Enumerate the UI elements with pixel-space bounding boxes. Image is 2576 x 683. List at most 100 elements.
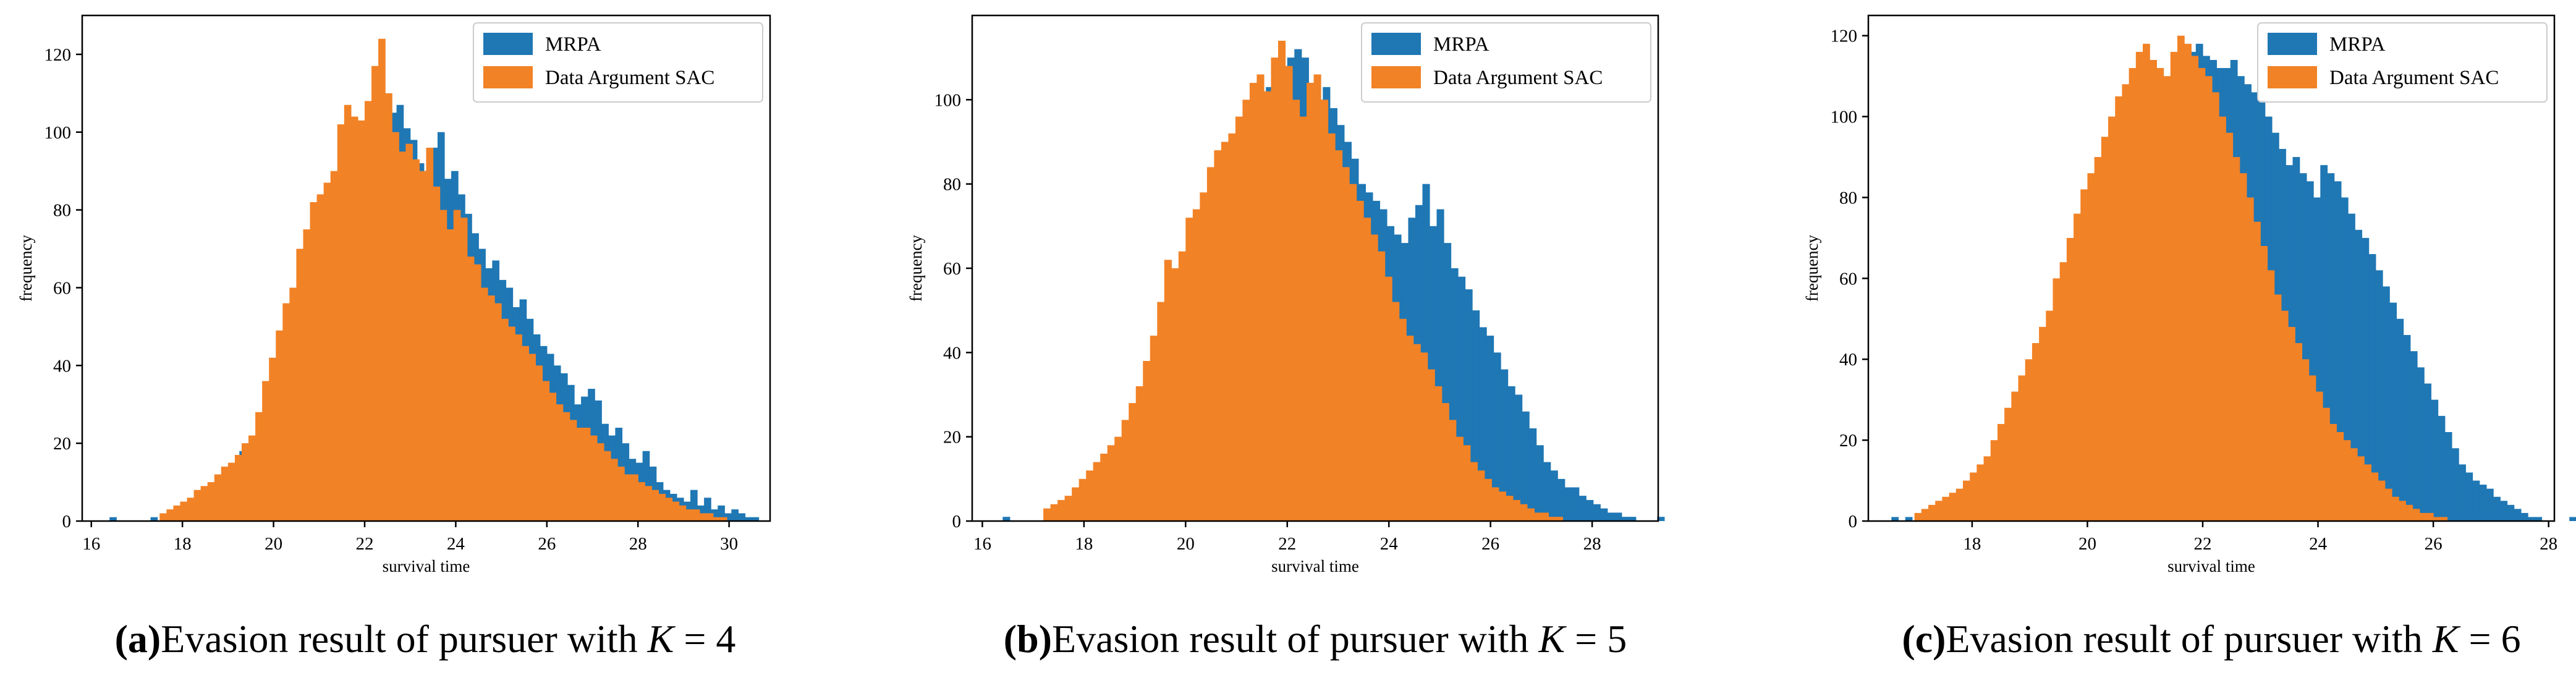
histogram-bar <box>1129 403 1137 521</box>
histogram-bar <box>645 486 652 521</box>
histogram-bar <box>1242 100 1250 521</box>
histogram-bar <box>1321 100 1329 521</box>
histogram-bar <box>426 147 434 521</box>
histogram-bar <box>1178 251 1186 521</box>
x-tick-label: 28 <box>629 534 647 554</box>
histogram-bar <box>1515 394 1523 521</box>
histogram-bar <box>303 229 311 521</box>
histogram-bar <box>378 38 386 521</box>
legend: MRPA Data Argument SAC <box>2257 22 2548 103</box>
histogram-bar <box>1501 369 1509 521</box>
histogram-bar <box>2320 165 2328 521</box>
y-tick-label: 100 <box>1831 108 1858 127</box>
y-tick-label: 20 <box>53 434 71 454</box>
histogram-bar <box>1955 488 1964 521</box>
histogram-bar <box>1277 40 1286 521</box>
histogram-bar <box>1997 423 2005 521</box>
histogram-bar <box>752 517 760 521</box>
histogram-bar <box>2066 237 2074 521</box>
histogram-bar <box>1135 386 1143 521</box>
histogram-bar <box>2288 326 2295 521</box>
histogram-bar <box>2219 116 2226 522</box>
histogram-bar <box>1970 472 1977 521</box>
histogram-bar <box>1328 133 1336 521</box>
histogram-bar <box>405 143 413 521</box>
histogram-bar <box>2032 343 2040 521</box>
chart-panel-1: 16 18 20 22 24 26 28 30 0 20 40 60 80 100 120 survival … <box>17 14 771 661</box>
histogram-bar <box>214 474 222 521</box>
histogram-bar <box>697 505 705 521</box>
histogram-bar <box>1493 352 1501 521</box>
caption-label: (c) <box>1902 617 1946 661</box>
histogram-bar <box>2184 43 2192 521</box>
histogram-bar <box>1292 100 1300 521</box>
legend-label-mrpa: MRPA <box>545 33 601 56</box>
histogram-bar <box>392 132 399 521</box>
histogram-bar <box>1313 74 1321 522</box>
histogram-bar <box>2122 84 2130 521</box>
histogram-bar <box>2074 213 2081 521</box>
histogram-bar <box>1543 462 1551 521</box>
caption-variable: K <box>1538 617 1567 661</box>
histogram-bar <box>1263 91 1272 521</box>
histogram-bar <box>2507 504 2515 521</box>
histogram-bar <box>2018 375 2026 521</box>
histogram-bar <box>2459 464 2466 521</box>
histogram-bar <box>180 501 188 521</box>
histogram-bar <box>2334 181 2342 521</box>
histogram-bar <box>1384 276 1392 521</box>
histogram-bar <box>1541 512 1549 521</box>
histogram-bar <box>2362 237 2370 521</box>
histogram-bar <box>2493 496 2501 521</box>
histogram-bar <box>658 493 666 521</box>
histogram-bar <box>371 66 379 522</box>
histogram-bar <box>1983 456 1991 521</box>
histogram-bar <box>1529 428 1537 521</box>
histogram-bar <box>193 490 201 521</box>
histogram-bar <box>2329 423 2337 521</box>
histogram-bar <box>685 509 693 521</box>
histogram-bar <box>699 513 707 521</box>
histogram-bar <box>2094 157 2102 522</box>
histogram-bar <box>2313 197 2321 522</box>
histogram-bar <box>494 303 502 521</box>
histogram-bar <box>1206 167 1214 521</box>
histogram-bar <box>323 182 331 521</box>
y-axis-label: frequency <box>1803 235 1821 302</box>
histogram-bar <box>2327 173 2335 522</box>
histogram-bar <box>2569 517 2576 521</box>
histogram-bar <box>1200 192 1208 521</box>
histogram-bar <box>166 509 174 521</box>
histogram-bar <box>2302 359 2310 521</box>
histogram-bar <box>1171 268 1179 521</box>
histogram-bar <box>704 498 711 521</box>
y-tick-label: 60 <box>943 259 961 279</box>
histogram-bar <box>2292 157 2300 522</box>
histogram-bar <box>1249 83 1258 521</box>
histogram-bar <box>1271 57 1279 522</box>
histogram-bar <box>2368 254 2376 521</box>
histogram-bar <box>2528 517 2535 521</box>
histogram-bar <box>207 482 215 521</box>
legend-box <box>2257 22 2548 103</box>
histogram-bar <box>638 482 645 521</box>
histogram-bar <box>2239 173 2247 522</box>
histogram-bar <box>731 509 739 521</box>
histogram-bar <box>1150 336 1158 521</box>
histogram-bar <box>1921 509 1929 521</box>
legend-swatch-mrpa <box>2268 33 2317 55</box>
histogram-bar <box>488 295 495 521</box>
y-tick-label: 40 <box>1839 350 1857 370</box>
histogram-bar <box>2232 157 2240 522</box>
histogram-bar <box>2025 359 2033 521</box>
histogram-bar <box>1441 403 1449 521</box>
histogram-bar <box>1093 462 1101 521</box>
histogram-bar <box>1498 491 1506 521</box>
histogram-bar <box>2163 76 2171 521</box>
histogram-bar <box>399 151 406 522</box>
histogram-bar <box>2348 213 2355 521</box>
x-axis-label: survival time <box>383 557 470 575</box>
histogram-bar <box>467 257 475 521</box>
histogram-bar <box>2364 464 2371 521</box>
histogram-bar <box>2472 480 2480 521</box>
